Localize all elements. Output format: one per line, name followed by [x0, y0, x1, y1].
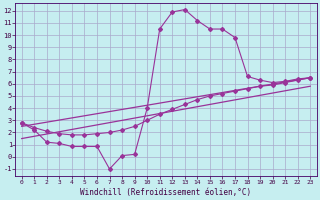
X-axis label: Windchill (Refroidissement éolien,°C): Windchill (Refroidissement éolien,°C) — [80, 188, 252, 197]
